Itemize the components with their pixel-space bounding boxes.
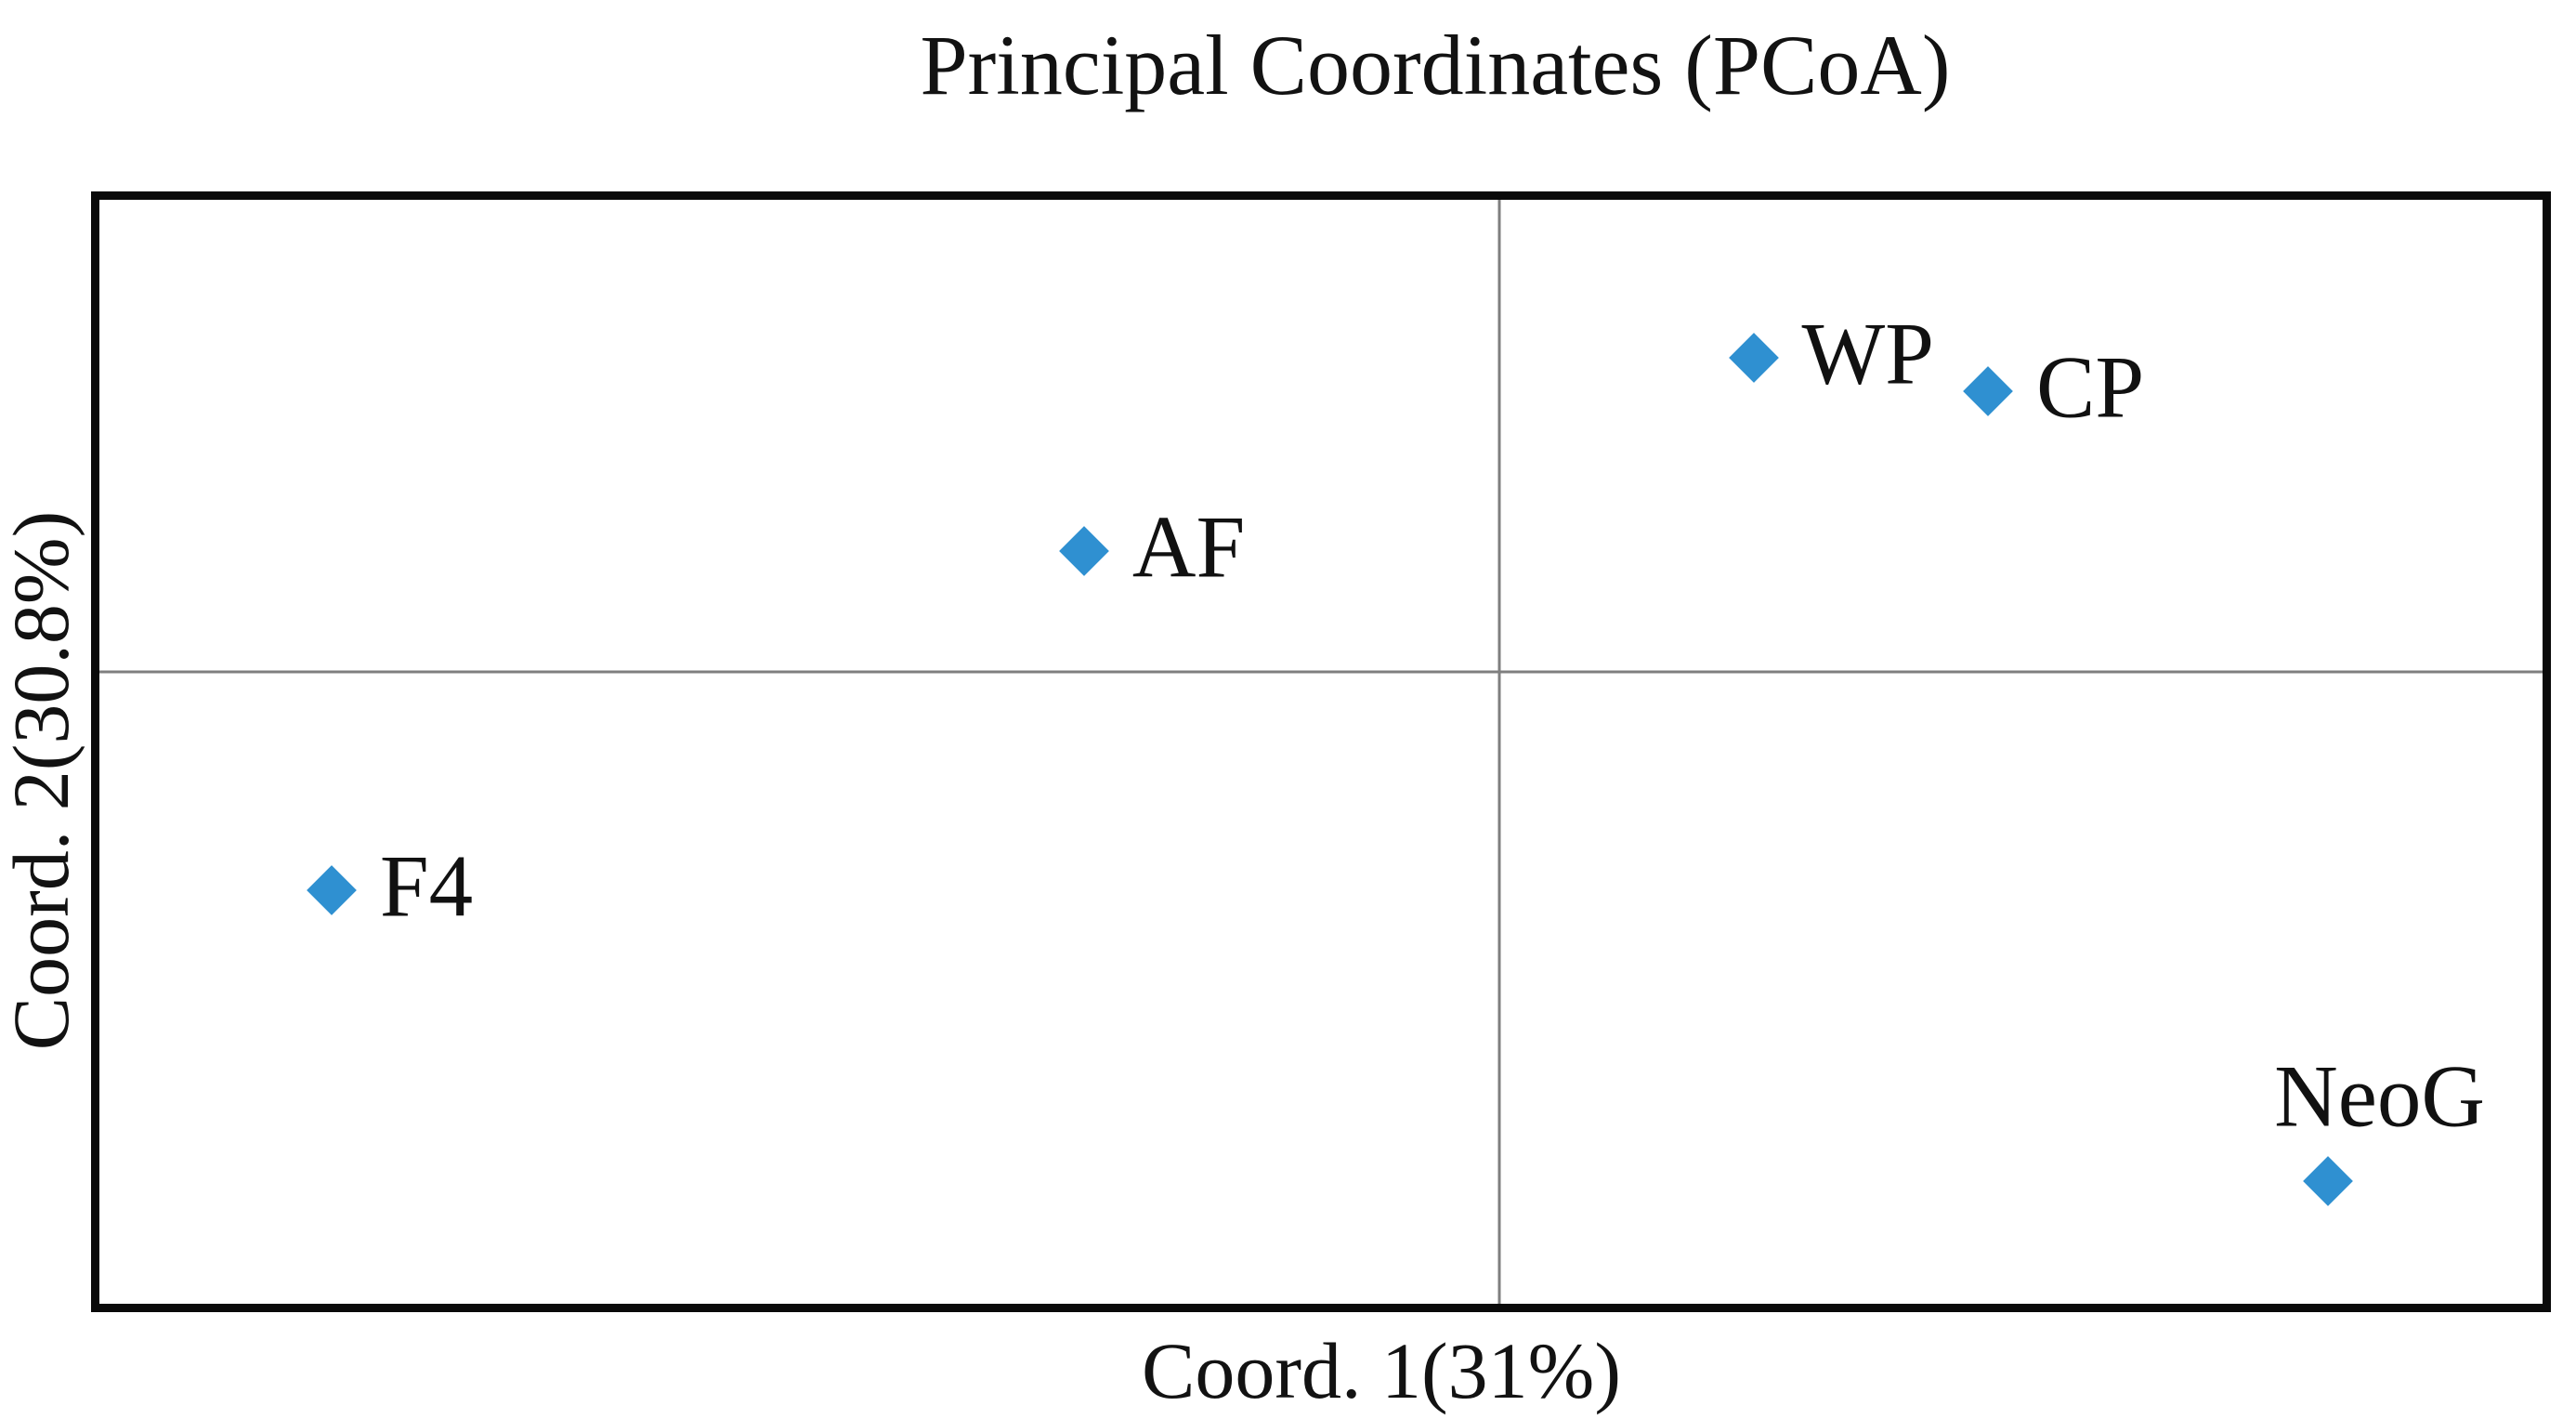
- diamond-marker-icon: [306, 864, 357, 915]
- plot-area: WP CP AF F4 NeoG: [91, 191, 2551, 1312]
- x-axis-label: Coord. 1(31%): [1142, 1326, 1621, 1415]
- chart-title: Principal Coordinates (PCoA): [920, 18, 1951, 112]
- data-point-label: CP: [2035, 337, 2145, 437]
- data-point-label: WP: [1801, 304, 1935, 403]
- origin-horizontal-gridline: [99, 670, 2543, 674]
- diamond-marker-icon: [2302, 1156, 2353, 1206]
- diamond-marker-icon: [1728, 333, 1779, 383]
- data-point-label: F4: [379, 836, 474, 935]
- data-point-label: NeoG: [2274, 1046, 2485, 1146]
- y-axis-label: Coord. 2(30.8%): [0, 510, 85, 1051]
- origin-vertical-gridline: [1497, 200, 1501, 1304]
- data-point-label: AF: [1131, 497, 1246, 597]
- diamond-marker-icon: [1963, 365, 2013, 416]
- diamond-marker-icon: [1059, 525, 1109, 576]
